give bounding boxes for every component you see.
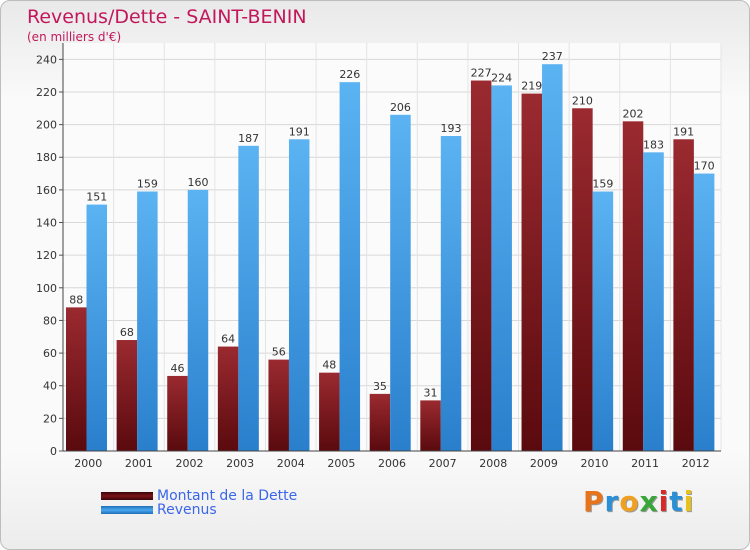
y-tick-label: 200 [36, 119, 57, 132]
x-tick-label: 2002 [176, 457, 204, 470]
bar-revenus [137, 191, 158, 451]
bar-dette [420, 400, 441, 451]
data-label-dette: 210 [572, 94, 593, 107]
bar-revenus [390, 114, 411, 452]
y-tick-label: 100 [36, 282, 57, 295]
data-label-revenus: 159 [592, 178, 613, 191]
y-tick-label: 160 [36, 184, 57, 197]
x-tick-label: 2001 [125, 457, 153, 470]
data-label-revenus: 183 [643, 138, 664, 151]
data-label-dette: 227 [471, 67, 492, 80]
bar-dette [521, 93, 543, 451]
data-label-dette: 202 [623, 107, 644, 120]
data-label-dette: 191 [673, 125, 694, 138]
y-tick-label: 20 [43, 412, 57, 425]
bar-revenus [542, 64, 563, 451]
data-label-dette: 46 [170, 362, 184, 375]
logo-letter: r [604, 485, 620, 518]
data-label-dette: 88 [69, 293, 83, 306]
x-tick-label: 2007 [429, 457, 457, 470]
chart-title: Revenus/Dette - SAINT-BENIN [27, 6, 307, 28]
bar-dette [673, 139, 694, 451]
bar-dette [622, 121, 644, 451]
data-label-revenus: 226 [339, 68, 360, 81]
bar-dette [116, 340, 138, 451]
logo-letter: i [658, 485, 670, 518]
data-label-revenus: 170 [694, 160, 715, 173]
bar-dette [268, 359, 289, 451]
y-tick-label: 220 [36, 86, 57, 99]
proxiti-logo: Proxiti [583, 485, 694, 518]
bar-dette [167, 375, 188, 451]
logo-letter: P [583, 485, 605, 518]
x-tick-label: 2008 [479, 457, 507, 470]
x-tick-label: 2006 [378, 457, 406, 470]
bar-revenus [187, 189, 209, 451]
data-label-dette: 68 [120, 326, 134, 339]
legend-swatch-revenus [101, 506, 153, 514]
bar-revenus [693, 173, 715, 451]
x-tick-label: 2012 [682, 457, 710, 470]
y-tick-label: 60 [43, 347, 57, 360]
data-label-revenus: 193 [441, 122, 462, 135]
data-label-dette: 48 [322, 359, 336, 372]
x-tick-label: 2005 [327, 457, 355, 470]
data-label-revenus: 206 [390, 101, 411, 114]
y-tick-label: 0 [50, 445, 57, 458]
bar-dette [470, 80, 492, 451]
logo-letter: i [683, 485, 695, 518]
y-tick-label: 80 [43, 314, 57, 327]
data-label-revenus: 160 [187, 176, 208, 189]
data-label-revenus: 224 [491, 71, 512, 84]
y-tick-label: 120 [36, 249, 57, 262]
data-label-revenus: 159 [137, 178, 158, 191]
x-tick-label: 2010 [580, 457, 608, 470]
bar-dette [66, 307, 87, 451]
y-tick-label: 40 [43, 380, 57, 393]
data-label-dette: 219 [521, 80, 542, 93]
bar-revenus [288, 139, 310, 451]
bar-revenus [592, 191, 614, 451]
x-tick-label: 2011 [631, 457, 659, 470]
bar-revenus [238, 145, 259, 452]
data-label-revenus: 237 [542, 50, 563, 63]
logo-letter: x [639, 485, 659, 518]
chart-subtitle: (en milliers d'€) [27, 30, 122, 44]
x-tick-label: 2004 [277, 457, 305, 470]
legend-item-dette: Montant de la Dette [101, 488, 297, 504]
logo-letter: t [669, 485, 684, 518]
bar-revenus [491, 85, 512, 451]
y-tick-label: 180 [36, 151, 57, 164]
bar-revenus [440, 136, 462, 452]
y-tick-label: 240 [36, 53, 57, 66]
legend-label-revenus: Revenus [157, 502, 217, 518]
legend-label-dette: Montant de la Dette [157, 488, 298, 504]
data-label-dette: 56 [272, 346, 286, 359]
data-label-dette: 31 [424, 386, 438, 399]
data-label-dette: 35 [373, 380, 387, 393]
x-tick-label: 2003 [226, 457, 254, 470]
x-tick-label: 2009 [530, 457, 558, 470]
logo-letter: o [619, 485, 640, 518]
bar-dette [369, 393, 391, 451]
legend-item-revenus: Revenus [101, 502, 217, 518]
legend-swatch-dette [101, 492, 153, 500]
data-label-revenus: 151 [86, 191, 107, 204]
bar-dette [217, 346, 239, 451]
bar-revenus [86, 204, 107, 451]
x-tick-label: 2000 [74, 457, 102, 470]
bar-dette [572, 108, 593, 451]
bar-dette [319, 372, 340, 451]
data-label-revenus: 191 [289, 125, 310, 138]
data-label-dette: 64 [221, 333, 235, 346]
y-tick-label: 140 [36, 217, 57, 230]
data-label-revenus: 187 [238, 132, 259, 145]
bar-revenus [643, 152, 664, 451]
bar-revenus [339, 82, 361, 451]
